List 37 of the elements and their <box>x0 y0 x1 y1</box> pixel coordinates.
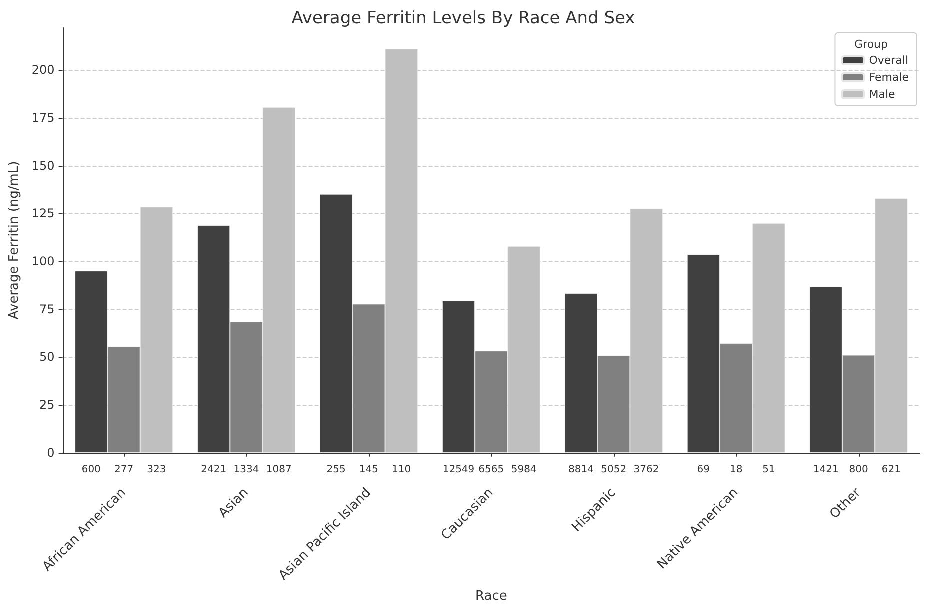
text: 18 <box>730 464 743 476</box>
text: 621 <box>882 464 901 476</box>
text: 1334 <box>234 464 260 476</box>
text: 6565 <box>478 464 504 476</box>
y-tick-label: 125 <box>32 206 55 221</box>
text: 2421 <box>201 464 227 476</box>
chart-title: Average Ferritin Levels By Race And Sex <box>292 8 636 28</box>
legend-label: Female <box>869 71 910 84</box>
legend-label: Male <box>869 88 896 101</box>
text: 69 <box>697 464 710 476</box>
text: 5984 <box>511 464 537 476</box>
text: 12549 <box>442 464 475 476</box>
y-tick-label: 25 <box>40 398 55 412</box>
text: 255 <box>326 464 346 476</box>
text: 5052 <box>601 464 627 476</box>
text: 800 <box>849 464 868 476</box>
y-axis-title: Average Ferritin (ng/mL) <box>7 161 22 320</box>
y-tick-label: 50 <box>40 350 55 364</box>
text: 51 <box>762 464 776 476</box>
text: 600 <box>82 464 101 476</box>
text: 3762 <box>634 464 660 476</box>
y-tick-label: 75 <box>40 302 55 316</box>
y-tick-label: 175 <box>32 110 55 125</box>
legend-label: Overall <box>869 54 909 67</box>
y-tick-label: 0 <box>47 446 55 460</box>
y-tick-label: 150 <box>32 158 55 173</box>
text: 277 <box>114 464 134 476</box>
text: 145 <box>359 464 378 476</box>
y-tick-label: 200 <box>32 63 55 78</box>
text: 323 <box>147 464 166 476</box>
y-tick-label: 100 <box>32 254 55 268</box>
text: 1087 <box>266 464 292 476</box>
text: 110 <box>392 464 412 476</box>
text: 8814 <box>568 464 594 476</box>
x-axis-title: Race <box>475 589 508 604</box>
text: 1421 <box>813 464 839 476</box>
legend-title: Group <box>854 38 888 51</box>
